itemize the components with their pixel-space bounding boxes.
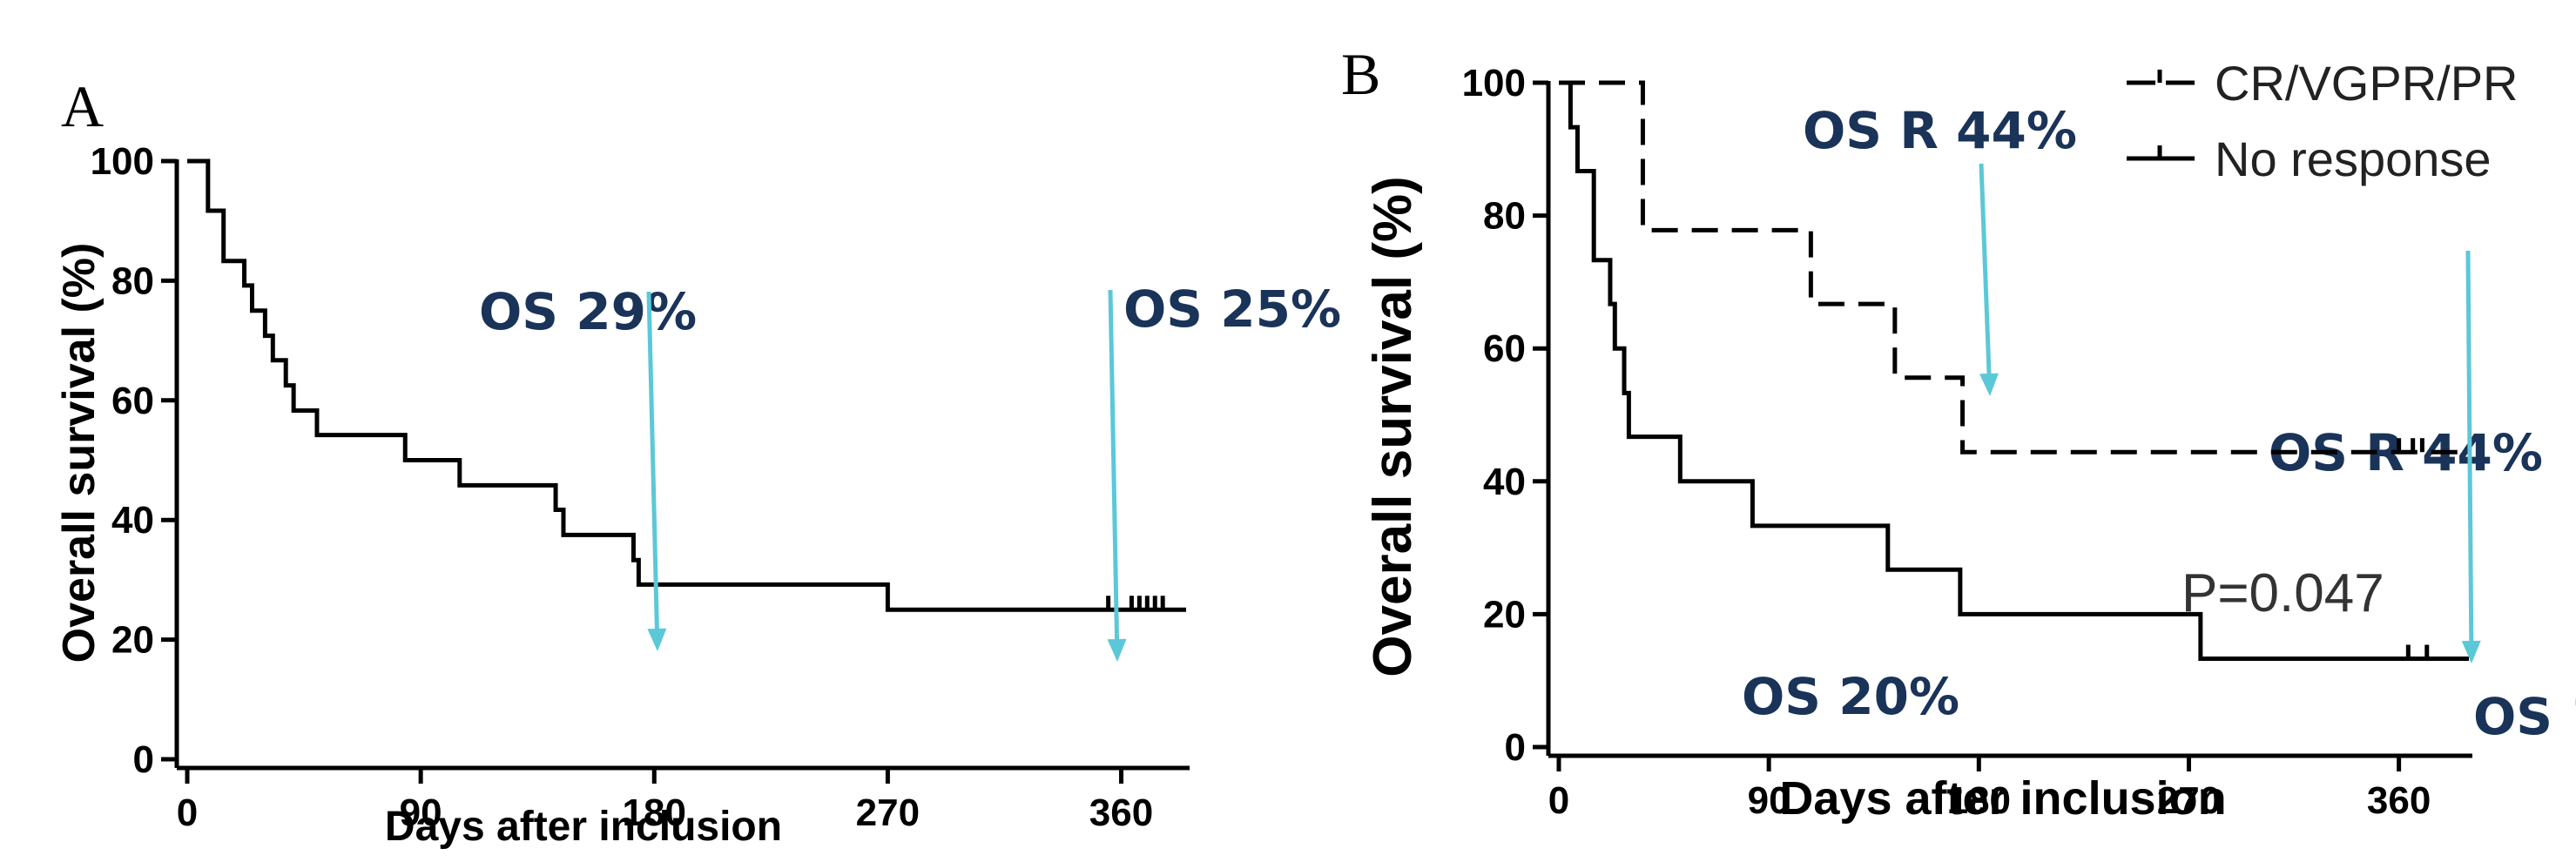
annotation-arrow <box>646 291 659 630</box>
x-tick-label: 360 <box>2367 779 2431 822</box>
panel-b-annot-os20: OS 20% <box>1742 667 1959 726</box>
x-tick-label: 360 <box>1089 791 1153 834</box>
y-tick-label: 40 <box>111 499 154 542</box>
legend-label-no-response: No response <box>2215 131 2492 186</box>
panel-b-legend: CR/VGPR/PR No response <box>2127 56 2519 186</box>
x-tick-label: 90 <box>1748 779 1790 822</box>
panel-a-letter: A <box>61 73 104 139</box>
panel-a-annot-os29: OS 29% <box>479 282 697 341</box>
y-tick-label: 60 <box>111 380 154 422</box>
panel-b-plot: 0 20 40 60 80 100 0 90 180 270 360 <box>1462 62 2481 822</box>
panel-b-xlabel: Days after inclusion <box>1779 772 2226 825</box>
x-tick-label: 90 <box>400 791 442 834</box>
survival-curve-overall <box>187 158 1186 612</box>
x-tick-label: 270 <box>2157 779 2221 822</box>
y-tick-label: 20 <box>1483 593 1526 636</box>
panel-b-ylabel: Overall survival (%) <box>1363 176 1423 677</box>
annotation-arrow <box>2465 250 2474 642</box>
y-tick-label: 100 <box>91 140 154 183</box>
x-tick-label: 180 <box>1947 779 2011 822</box>
panel-b-annot-os-r44-top: OS R 44% <box>1803 101 2077 160</box>
x-tick-label: 180 <box>623 791 686 834</box>
legend-label-responders: CR/VGPR/PR <box>2215 56 2519 111</box>
panel-b-letter: B <box>1341 41 1380 107</box>
y-tick-label: 80 <box>111 259 154 302</box>
survival-curve-cr-vgpr-pr <box>1559 80 2469 455</box>
annotation-arrow <box>1108 289 1120 640</box>
annotation-arrow <box>1979 163 1992 374</box>
y-tick-label: 20 <box>111 619 154 662</box>
annotation-arrow-head <box>2461 640 2481 663</box>
x-tick-label: 0 <box>177 791 198 834</box>
x-tick-label: 0 <box>1548 779 1569 822</box>
survival-curve-no-response <box>1559 80 2469 662</box>
x-tick-label: 270 <box>856 791 920 834</box>
annotation-arrow-head <box>647 628 667 651</box>
y-tick-label: 0 <box>133 738 154 781</box>
y-tick-label: 0 <box>1505 726 1526 769</box>
y-tick-label: 40 <box>1483 461 1526 503</box>
panel-a-annot-os25: OS 25% <box>1123 279 1341 339</box>
panel-a-plot: 0 20 40 60 80 100 0 90 180 270 360 <box>91 140 1190 834</box>
annotation-arrow-head <box>1979 373 1999 396</box>
y-tick-label: 60 <box>1483 327 1526 370</box>
panel-a-xlabel: Days after inclusion <box>385 804 782 850</box>
y-tick-label: 100 <box>1462 62 1526 104</box>
panel-a-ylabel: Overall survival (%) <box>54 243 105 663</box>
panel-b-pvalue: P=0.047 <box>2182 563 2384 623</box>
y-tick-label: 80 <box>1483 195 1526 238</box>
panel-b-annot-os13: OS 13% <box>2473 687 2576 746</box>
annotation-arrow-head <box>1107 638 1127 662</box>
